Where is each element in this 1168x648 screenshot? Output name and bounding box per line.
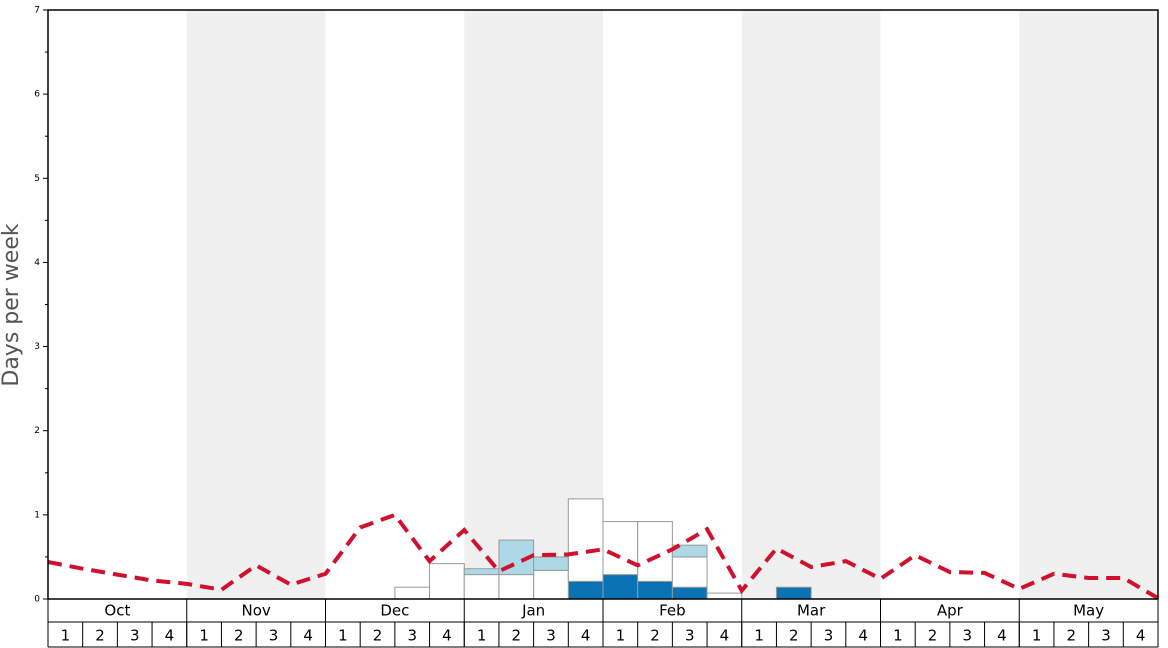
bar bbox=[498, 574, 535, 600]
y-axis-title: Days per week bbox=[0, 223, 24, 386]
week-label: 4 bbox=[858, 627, 868, 645]
month-band bbox=[186, 10, 326, 599]
week-label: 2 bbox=[234, 627, 244, 645]
bar bbox=[429, 563, 465, 600]
week-label: 4 bbox=[581, 627, 591, 645]
week-label: 2 bbox=[650, 627, 660, 645]
week-label: 2 bbox=[789, 627, 799, 645]
month-label: Apr bbox=[937, 602, 964, 620]
month-label: Feb bbox=[659, 602, 686, 620]
bar bbox=[637, 580, 673, 600]
week-label: 1 bbox=[1032, 627, 1042, 645]
week-label: 4 bbox=[442, 627, 452, 645]
month-label: Oct bbox=[104, 602, 130, 620]
y-tick-label: 2 bbox=[34, 426, 40, 436]
y-tick-label: 7 bbox=[34, 6, 40, 16]
y-tick-label: 1 bbox=[34, 510, 40, 520]
week-label: 3 bbox=[685, 627, 695, 645]
week-label: 3 bbox=[1101, 627, 1111, 645]
month-band bbox=[1019, 10, 1158, 599]
week-label: 1 bbox=[199, 627, 209, 645]
line bbox=[47, 512, 1160, 600]
month-label: May bbox=[1073, 602, 1104, 620]
bar bbox=[602, 521, 639, 576]
week-label: 3 bbox=[407, 627, 417, 645]
bar bbox=[567, 498, 604, 582]
month-label: Nov bbox=[241, 602, 270, 620]
month-label: Mar bbox=[797, 602, 826, 620]
y-tick-label: 5 bbox=[34, 174, 40, 184]
week-label: 2 bbox=[512, 627, 522, 645]
bar bbox=[463, 568, 500, 576]
bar bbox=[567, 580, 604, 600]
bar bbox=[463, 574, 500, 600]
week-label: 1 bbox=[477, 627, 487, 645]
week-label: 3 bbox=[824, 627, 834, 645]
week-label: 4 bbox=[165, 627, 175, 645]
bar bbox=[533, 556, 569, 571]
bar bbox=[533, 569, 569, 600]
week-label: 2 bbox=[1067, 627, 1077, 645]
week-label: 3 bbox=[130, 627, 140, 645]
bar bbox=[671, 586, 708, 600]
week-label: 4 bbox=[720, 627, 730, 645]
week-label: 1 bbox=[61, 627, 71, 645]
month-label: Dec bbox=[380, 602, 409, 620]
week-label: 2 bbox=[928, 627, 938, 645]
y-tick-label: 6 bbox=[34, 90, 40, 100]
bar bbox=[671, 556, 708, 588]
week-label: 1 bbox=[338, 627, 348, 645]
week-label: 1 bbox=[616, 627, 626, 645]
bar bbox=[706, 592, 743, 600]
week-label: 2 bbox=[373, 627, 383, 645]
bar bbox=[602, 574, 639, 600]
bar bbox=[775, 586, 812, 600]
week-label: 4 bbox=[1136, 627, 1146, 645]
week-label: 4 bbox=[303, 627, 313, 645]
bar bbox=[394, 586, 431, 600]
week-label: 1 bbox=[893, 627, 903, 645]
month-band bbox=[741, 10, 881, 599]
week-label: 1 bbox=[754, 627, 764, 645]
y-tick-label: 4 bbox=[34, 258, 40, 268]
week-label: 4 bbox=[997, 627, 1007, 645]
y-tick-label: 0 bbox=[34, 595, 40, 605]
month-label: Jan bbox=[521, 602, 545, 620]
week-label: 3 bbox=[962, 627, 972, 645]
week-label: 2 bbox=[95, 627, 105, 645]
y-tick-label: 3 bbox=[34, 342, 40, 352]
week-label: 3 bbox=[269, 627, 279, 645]
week-label: 3 bbox=[546, 627, 556, 645]
